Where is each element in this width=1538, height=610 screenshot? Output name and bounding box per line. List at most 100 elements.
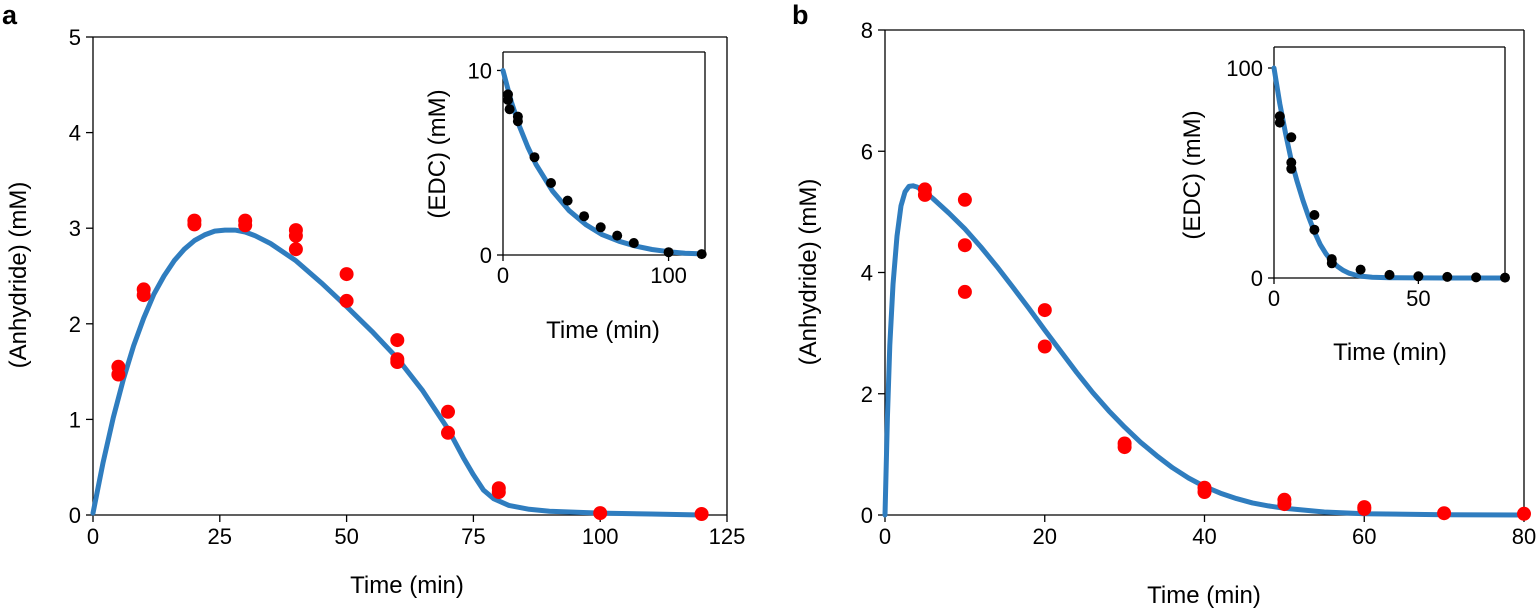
panel-a-fit-line (90, 227, 705, 518)
panel-a-inset-data-point (628, 238, 639, 248)
panel-b-label: b (792, 0, 809, 30)
panel-b-data-point (917, 187, 932, 202)
panel-a-data-point (694, 507, 709, 521)
panel-b-inset-y-tick-label: 100 (1226, 56, 1263, 81)
panel-a-points (111, 213, 709, 521)
panel-a-data-point (111, 367, 126, 382)
panel-b-x-tick-label: 40 (1192, 524, 1216, 549)
panel-a-inset-data-point (696, 249, 707, 260)
panel-b-data-point (1437, 506, 1452, 521)
panel-a-inset: 0 100 0 10 Time (min) (EDC) (mM) (424, 51, 707, 344)
panel-a-inset-x-tick-label: 100 (650, 263, 687, 288)
panel-a-data-point (441, 404, 455, 419)
panel-a-data-point (339, 267, 354, 282)
panel-b-x-tick-label: 0 (879, 524, 891, 549)
panel-a-x-tick-label: 0 (87, 524, 99, 549)
panel-a-fit (90, 227, 705, 518)
panel-b-y-tick-label: 8 (861, 18, 873, 43)
panel-a-data-point (441, 425, 455, 440)
panel-b-inset-x-tick-label: 0 (1268, 286, 1280, 311)
panel-a-inset-data-point (503, 95, 513, 105)
panel-a-data-point (593, 506, 608, 521)
panel-b-inset-data-point (1286, 132, 1297, 143)
panel-b-inset-fit (1271, 65, 1508, 281)
panel-a-x-axis-title: Time (min) (350, 572, 464, 599)
panel-a-x-tick-label: 75 (461, 524, 485, 549)
panel-a-data-point (238, 218, 253, 233)
panel-a-data-point (491, 485, 506, 500)
panel-a-y-tick-label: 5 (69, 25, 81, 50)
panel-b-fit (882, 183, 1527, 518)
panel-b-axes: 0 20 40 60 80 0 2 4 6 8 (861, 18, 1536, 549)
panel-a-inset-fit-line (500, 68, 705, 257)
panel-a-inset-x-axis-title: Time (min) (546, 317, 660, 344)
panel-b-data-point (1037, 339, 1052, 354)
panel-b-data-point (1517, 506, 1531, 521)
panel-b-points (917, 182, 1531, 521)
panel-b-data-point (1117, 440, 1132, 455)
panel-b-fit-line (882, 183, 1527, 518)
panel-a-inset-data-point (612, 230, 623, 241)
panel-b-data-point (957, 192, 972, 207)
panel-b-inset-axes: 0 50 0 100 (1226, 46, 1506, 311)
panel-a-inset-data-point (529, 152, 540, 163)
panel-b-inset-fit-line (1271, 65, 1508, 281)
panel-b-data-point (1197, 485, 1212, 499)
panel-a-inset-fit (500, 68, 705, 257)
panel-a-data-point (339, 293, 354, 308)
panel-b-inset-data-point (1355, 264, 1366, 275)
panel-b-inset-data-point (1286, 163, 1297, 174)
panel-b-x-tick-label: 60 (1352, 524, 1376, 549)
panel-b-y-tick-label: 4 (861, 261, 873, 286)
panel-a-inset-data-point (595, 222, 606, 233)
panel-b-inset-data-point (1471, 272, 1482, 283)
panel-a-y-tick-label: 2 (69, 312, 81, 337)
panel-a-x-tick-label: 125 (709, 524, 746, 549)
panel-a-inset-y-axis-title: (EDC) (mM) (424, 89, 451, 218)
panel-a-inset-y-tick-label: 10 (468, 58, 492, 83)
panel-b-y-tick-label: 2 (861, 382, 873, 407)
panel-b-inset-data-point (1309, 224, 1320, 235)
panel-b-data-point (1037, 303, 1052, 318)
panel-b-x-tick-label: 80 (1512, 524, 1536, 549)
panel-a-inset-y-tick-label: 0 (480, 243, 492, 268)
panel-b-inset-data-point (1500, 272, 1510, 283)
panel-b-inset-x-axis-title: Time (min) (1333, 339, 1447, 366)
panel-a-inset-data-point (663, 247, 674, 258)
panel-a-inset-data-point (546, 178, 556, 188)
panel-b-inset-data-point (1274, 117, 1285, 128)
panel-b-inset-data-point (1309, 210, 1320, 220)
panel-b-y-axis-title: (Anhydride) (mM) (795, 179, 822, 366)
panel-a-data-point (390, 355, 405, 369)
panel-b-inset-points (1274, 111, 1510, 283)
panel-a-inset-x-tick-label: 0 (497, 263, 509, 288)
panel-b: b 0 20 40 60 80 0 2 4 6 8 Time (min) (Anhydride) … (792, 0, 1536, 609)
panel-a-y-tick-label: 0 (69, 503, 81, 528)
panel-a-inset-points (503, 89, 707, 260)
panel-b-inset-data-point (1413, 271, 1424, 282)
panel-a-label: a (2, 0, 18, 30)
panel-a-data-point (288, 242, 303, 257)
panel-b-data-point (957, 284, 972, 299)
panel-b-inset-y-axis-title: (EDC) (mM) (1179, 110, 1206, 239)
panel-a-x-tick-label: 50 (334, 524, 358, 549)
panel-a-y-axis-title: (Anhydride) (mM) (5, 182, 32, 369)
panel-a-y-tick-label: 1 (69, 407, 81, 432)
panel-a-x-tick-label: 25 (208, 524, 232, 549)
panel-a-x-tick-label: 100 (582, 524, 619, 549)
panel-a-y-tick-label: 4 (69, 121, 81, 146)
panel-b-inset-data-point (1384, 269, 1395, 280)
panel-a-y-tick-label: 3 (69, 216, 81, 241)
panel-a-data-point (187, 217, 202, 232)
panel-a-data-point (390, 333, 405, 348)
panel-b-data-point (1357, 501, 1372, 516)
panel-b-data-point (957, 238, 972, 253)
panel-a-inset-data-point (504, 104, 515, 115)
panel-b-data-point (1277, 497, 1292, 512)
panel-b-inset-x-tick-label: 50 (1406, 286, 1430, 311)
panel-b-inset: 0 50 0 100 Time (min) (EDC) (mM) (1179, 46, 1510, 366)
panel-b-y-tick-label: 6 (861, 139, 873, 164)
